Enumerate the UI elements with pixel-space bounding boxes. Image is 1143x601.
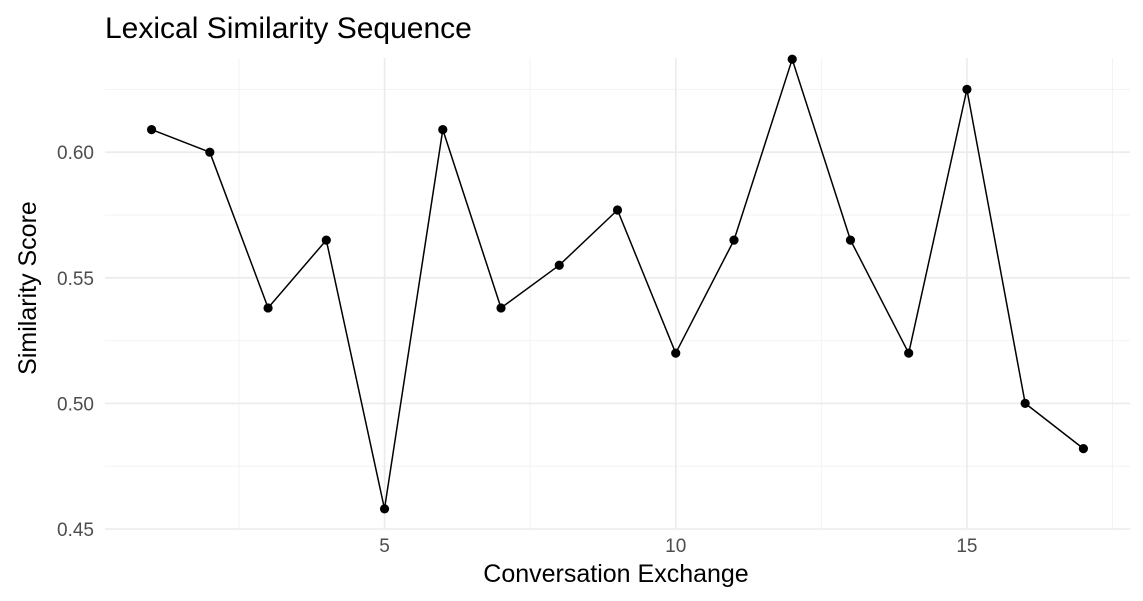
data-point xyxy=(263,303,273,313)
data-point xyxy=(1020,398,1030,408)
data-point xyxy=(146,124,157,135)
y-axis-title: Similarity Score xyxy=(14,201,42,375)
data-point xyxy=(554,260,564,270)
data-point xyxy=(379,504,390,514)
chart-title: Lexical Similarity Sequence xyxy=(105,12,472,45)
y-tick-label: 0.45 xyxy=(57,520,94,541)
data-point xyxy=(496,303,506,313)
data-point xyxy=(787,54,797,64)
data-point xyxy=(729,235,739,245)
x-tick-label: 5 xyxy=(379,536,390,557)
data-point xyxy=(671,348,681,358)
y-tick-label: 0.60 xyxy=(57,143,94,164)
data-point xyxy=(612,205,623,215)
data-point xyxy=(1078,444,1089,454)
x-tick-label: 10 xyxy=(665,536,686,557)
data-point xyxy=(845,235,856,245)
grid xyxy=(105,58,1130,530)
data-point xyxy=(438,124,448,135)
series-layer xyxy=(146,54,1089,514)
y-tick-label: 0.50 xyxy=(57,394,94,415)
series-line xyxy=(151,58,1084,510)
axis-ticks: 5 10 15 0.45 0.50 0.55 0.60 xyxy=(57,143,977,557)
x-tick-label: 15 xyxy=(956,536,977,557)
data-point xyxy=(321,235,331,245)
data-point xyxy=(904,348,914,358)
y-tick-label: 0.55 xyxy=(57,269,94,290)
data-point xyxy=(962,84,972,94)
x-axis-title: Conversation Exchange xyxy=(483,560,748,588)
data-point xyxy=(205,147,215,157)
